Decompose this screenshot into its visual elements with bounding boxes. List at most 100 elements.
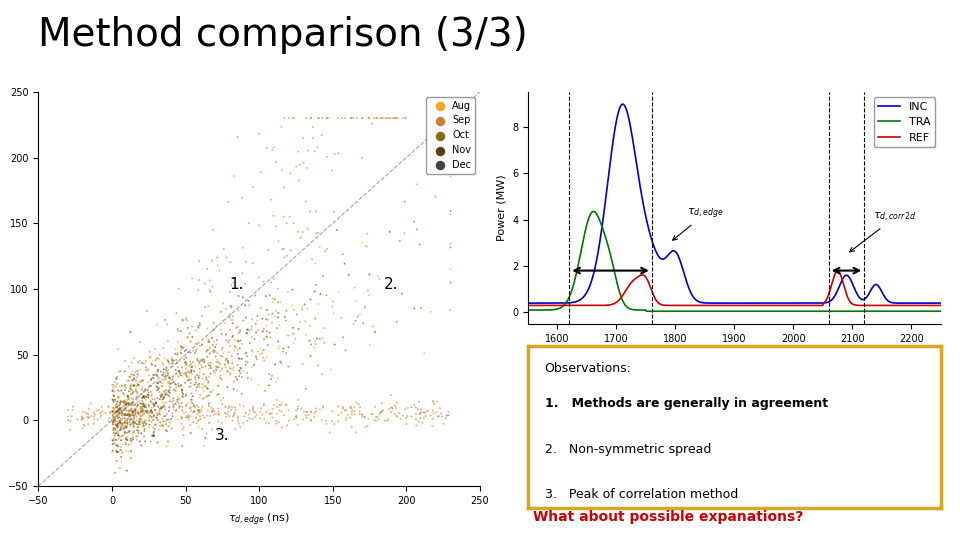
Point — [382, 227, 397, 236]
Point — [162, 418, 178, 427]
Point — [278, 307, 294, 315]
Point — [283, 246, 299, 255]
Point — [371, 415, 386, 424]
Point — [274, 123, 289, 131]
Point — [134, 383, 150, 391]
Point — [112, 406, 128, 415]
Point — [383, 114, 398, 123]
Point — [144, 399, 159, 407]
Point — [123, 404, 138, 413]
Point — [160, 356, 176, 365]
Point — [372, 114, 388, 123]
Point — [150, 383, 165, 391]
Point — [112, 426, 128, 435]
Point — [272, 321, 287, 329]
Point — [428, 127, 444, 136]
Point — [211, 410, 227, 419]
Point — [170, 338, 185, 347]
Point — [132, 417, 148, 426]
Point — [173, 348, 188, 357]
Point — [426, 409, 442, 418]
Text: 2.: 2. — [384, 277, 398, 292]
Point — [320, 153, 335, 161]
Point — [352, 310, 368, 319]
Point — [119, 401, 134, 409]
Point — [239, 329, 254, 338]
Point — [270, 374, 285, 383]
Point — [108, 377, 123, 386]
Point — [107, 405, 122, 414]
Point — [121, 412, 136, 421]
Point — [150, 366, 165, 375]
Point — [330, 114, 346, 123]
Point — [210, 417, 226, 426]
Point — [119, 410, 134, 418]
Point — [159, 442, 175, 450]
Point — [134, 394, 150, 402]
Point — [156, 403, 171, 411]
Point — [119, 418, 134, 427]
Point — [227, 409, 242, 418]
Point — [130, 401, 145, 410]
Point — [310, 143, 325, 151]
Point — [158, 398, 174, 407]
Point — [245, 315, 260, 323]
Point — [434, 412, 449, 421]
Point — [149, 399, 164, 408]
Point — [365, 410, 380, 418]
Point — [347, 410, 362, 418]
Point — [265, 309, 280, 318]
Point — [131, 392, 146, 401]
Point — [113, 446, 129, 454]
Point — [212, 367, 228, 375]
Point — [111, 393, 127, 402]
Point — [271, 237, 286, 246]
Point — [252, 130, 267, 138]
Point — [206, 407, 222, 415]
Point — [210, 362, 226, 371]
Point — [135, 376, 151, 384]
Point — [163, 363, 179, 372]
Point — [226, 316, 241, 325]
Point — [218, 356, 233, 364]
Point — [115, 389, 131, 397]
Point — [156, 373, 172, 381]
Point — [125, 376, 140, 384]
Point — [106, 417, 121, 426]
Point — [224, 406, 239, 414]
Point — [109, 412, 125, 421]
Point — [252, 345, 268, 353]
Point — [216, 394, 231, 402]
Point — [121, 411, 136, 420]
Point — [137, 416, 153, 424]
Point — [112, 416, 128, 425]
Point — [132, 378, 147, 387]
Point — [372, 408, 388, 417]
Point — [149, 416, 164, 424]
Point — [205, 341, 221, 349]
Point — [183, 375, 199, 383]
Point — [315, 370, 330, 379]
Point — [143, 388, 158, 396]
Point — [114, 381, 130, 389]
Point — [169, 369, 184, 378]
Point — [307, 343, 323, 352]
Point — [129, 376, 144, 385]
Point — [195, 356, 210, 365]
Point — [202, 391, 217, 400]
Point — [119, 416, 134, 424]
Point — [254, 314, 270, 323]
Point — [106, 417, 121, 426]
Point — [443, 265, 458, 274]
Point — [300, 146, 316, 155]
Point — [107, 434, 122, 443]
Point — [128, 406, 143, 415]
Point — [197, 394, 212, 403]
Point — [304, 255, 320, 264]
Point — [187, 362, 203, 370]
Point — [192, 408, 207, 417]
Point — [225, 359, 240, 368]
Point — [117, 410, 132, 419]
Point — [295, 228, 310, 237]
Point — [369, 417, 384, 426]
